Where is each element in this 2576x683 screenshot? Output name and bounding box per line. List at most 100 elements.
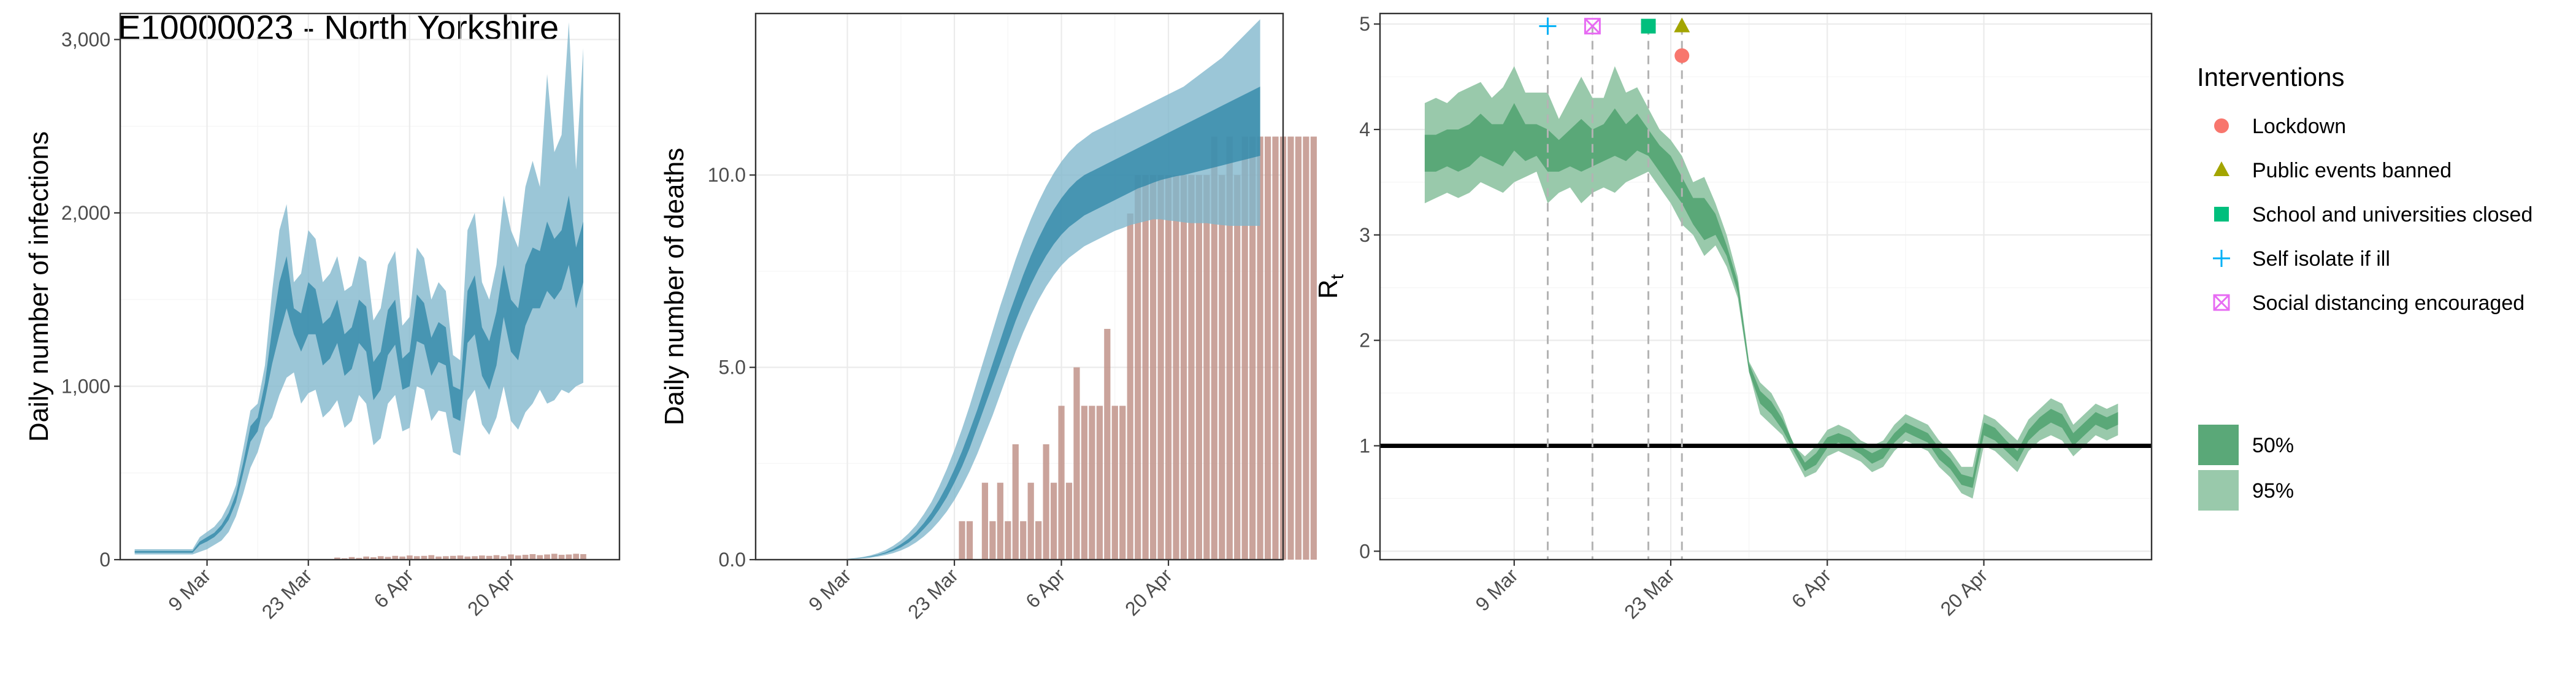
observed-bar	[966, 521, 973, 560]
legend-marker	[2214, 207, 2229, 222]
observed-bar	[450, 555, 456, 560]
observed-bar	[981, 482, 989, 560]
observed-bar	[1173, 175, 1179, 560]
legend-ribbon-label: 50%	[2252, 434, 2294, 457]
observed-bar	[1211, 136, 1217, 560]
x-tick-label: 9 Mar	[164, 564, 215, 615]
intervention-marker	[1674, 17, 1690, 33]
legend-label: School and universities closed	[2252, 203, 2532, 226]
observed-bar	[421, 555, 427, 560]
observed-bar	[580, 554, 586, 560]
observed-bar	[537, 555, 543, 560]
y-tick-label: 5	[1359, 13, 1370, 35]
observed-bar	[392, 555, 399, 560]
observed-bar	[1287, 136, 1294, 560]
observed-bar	[1058, 406, 1065, 560]
observed-bar	[1111, 406, 1118, 560]
observed-bar	[413, 556, 420, 560]
infections-panel: 0 1,000 2,000 3,000 9 Mar 23 Mar 6 Apr 20 Apr Da…	[24, 12, 621, 623]
y-tick-label: 0	[99, 549, 110, 571]
figure-title: E10000023 - North Yorkshire	[118, 8, 559, 47]
observed-bar	[551, 554, 558, 560]
y-tick-label: 3,000	[61, 28, 110, 50]
observed-bar	[1180, 175, 1187, 560]
y-axis-title-text: Daily number of infections	[24, 131, 54, 442]
observed-bar	[1310, 136, 1317, 560]
x-tick-label: 20 Apr	[1121, 564, 1176, 620]
legend-ribbon-swatch	[2198, 425, 2239, 465]
x-tick-label: 9 Mar	[1471, 564, 1522, 615]
observed-bar	[1257, 136, 1263, 560]
observed-bar	[1165, 175, 1172, 560]
legend-label: Lockdown	[2252, 115, 2346, 138]
observed-bar	[472, 556, 478, 560]
observed-bar	[457, 555, 464, 560]
observed-bar	[1150, 175, 1157, 560]
ribbon-50-pct	[134, 195, 584, 553]
observed-bar	[1035, 521, 1042, 560]
intervention-marker	[1539, 17, 1557, 35]
intervention-marker	[1584, 18, 1601, 35]
observed-bar	[443, 556, 449, 560]
observed-bar	[377, 556, 384, 560]
legend-ribbon-label: 95%	[2252, 479, 2294, 503]
observed-bar	[1005, 521, 1011, 560]
observed-bar	[1127, 213, 1133, 560]
panel-border	[754, 12, 1284, 561]
observed-bar	[1249, 136, 1256, 560]
observed-bar	[428, 555, 435, 560]
y-tick-label: 0	[1359, 540, 1370, 562]
y-tick-label: 5.0	[719, 357, 746, 379]
observed-bar	[1050, 482, 1057, 560]
legend-label: Public events banned	[2252, 159, 2451, 182]
x-tick-label: 20 Apr	[463, 564, 519, 620]
y-axis-title-text: R	[1313, 279, 1343, 299]
x-tick-label: 23 Mar	[1620, 564, 1679, 623]
observed-bar	[1104, 328, 1111, 560]
legend-marker	[2213, 294, 2230, 311]
observed-bar	[522, 555, 529, 560]
observed-bar	[1012, 444, 1019, 560]
observed-bar	[479, 555, 485, 560]
rt-panel: 0 1 2 3 4 5 9 Mar 23 Mar 6 Apr 20 Apr Rt	[1313, 12, 2153, 623]
observed-bar	[1226, 136, 1233, 560]
observed-bar	[500, 556, 507, 560]
legend: Interventions Lockdown Public events banne…	[2197, 63, 2532, 511]
ribbon-95-pct	[134, 22, 584, 555]
observed-bar	[1135, 175, 1141, 560]
observed-bar	[1264, 136, 1271, 560]
observed-bar	[565, 554, 572, 560]
observed-bar	[356, 558, 362, 560]
observed-bar	[1188, 175, 1195, 560]
observed-bar	[464, 556, 471, 560]
y-tick-label: 1,000	[61, 375, 110, 397]
y-tick-label: 3	[1359, 224, 1370, 246]
ribbon-50-pct	[801, 87, 1260, 560]
legend-label: Self isolate if ill	[2252, 247, 2390, 271]
x-tick-label: 23 Mar	[903, 564, 962, 623]
observed-bar	[959, 521, 965, 560]
observed-bar	[1073, 367, 1080, 560]
intervention-marker	[1674, 48, 1690, 63]
observed-bar	[508, 554, 514, 560]
legend-label: Social distancing encouraged	[2252, 291, 2524, 315]
observed-bar	[573, 554, 580, 560]
deaths-panel: 0.0 5.0 10.0 9 Mar 23 Mar 6 Apr 20 Apr Daily nu…	[659, 12, 1317, 623]
observed-bar	[558, 555, 565, 560]
y-tick-label: 0.0	[719, 549, 746, 571]
y-axis-title: Daily number of deaths	[659, 148, 689, 425]
observed-bar	[1043, 444, 1049, 560]
observed-bar	[399, 556, 405, 560]
observed-bar	[1142, 175, 1149, 560]
observed-bar	[1219, 175, 1225, 560]
observed-bar	[486, 555, 493, 560]
x-tick-label: 6 Apr	[1787, 564, 1836, 612]
legend-marker	[2214, 118, 2229, 133]
y-axis-title-text: Daily number of deaths	[659, 148, 689, 425]
observed-bar	[1272, 136, 1279, 560]
observed-bar	[997, 482, 1003, 560]
observed-bar	[435, 556, 442, 560]
observed-bar	[1089, 406, 1095, 560]
observed-bar	[1303, 136, 1309, 560]
observed-bar	[515, 555, 521, 560]
